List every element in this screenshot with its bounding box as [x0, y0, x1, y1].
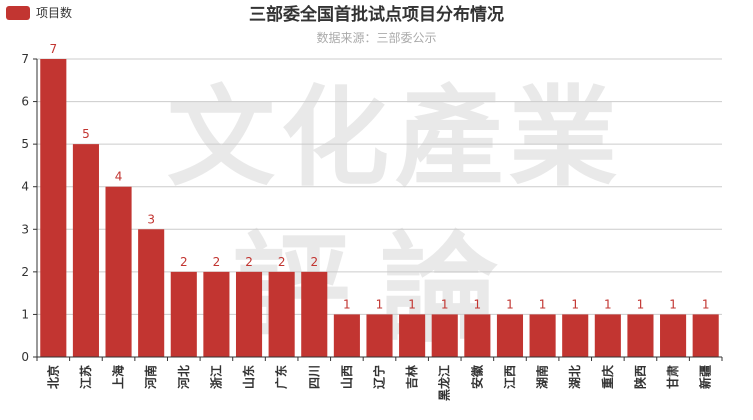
- legend[interactable]: 项目数: [6, 4, 72, 21]
- x-tick-label: 江苏: [78, 365, 93, 389]
- data-label: 2: [180, 255, 188, 269]
- x-tick-label: 河北: [176, 365, 191, 390]
- bar[interactable]: [301, 271, 328, 357]
- x-tick-label: 新疆: [698, 365, 713, 389]
- x-tick-label: 甘肃: [665, 365, 680, 389]
- bar[interactable]: [562, 314, 589, 357]
- x-tick-label: 辽宁: [372, 365, 387, 389]
- y-tick-label: 4: [21, 180, 29, 194]
- bar[interactable]: [105, 186, 132, 357]
- x-tick-label: 吉林: [404, 365, 419, 389]
- bar[interactable]: [40, 59, 67, 357]
- data-label: 1: [408, 297, 416, 311]
- y-tick-label: 2: [21, 265, 29, 279]
- x-tick-label: 浙江: [208, 365, 223, 389]
- data-label: 1: [604, 297, 612, 311]
- data-label: 2: [213, 255, 221, 269]
- bar[interactable]: [431, 314, 458, 357]
- chart-title: 三部委全国首批试点项目分布情况: [249, 5, 504, 25]
- data-label: 2: [245, 255, 253, 269]
- bar[interactable]: [660, 314, 687, 357]
- data-label: 4: [115, 170, 123, 184]
- x-tick-label: 山东: [241, 365, 256, 389]
- x-tick-label: 上海: [111, 365, 126, 389]
- data-label: 2: [310, 255, 318, 269]
- bar[interactable]: [692, 314, 719, 357]
- x-tick-label: 湖南: [535, 365, 550, 389]
- bar[interactable]: [529, 314, 556, 357]
- y-tick-label: 7: [21, 52, 29, 66]
- bar[interactable]: [464, 314, 491, 357]
- data-label: 1: [669, 297, 677, 311]
- y-tick-label: 1: [21, 307, 29, 321]
- data-label: 2: [278, 255, 286, 269]
- bar[interactable]: [366, 314, 393, 357]
- x-tick-label: 安徽: [469, 364, 484, 389]
- legend-label: 项目数: [36, 6, 73, 20]
- bar[interactable]: [170, 271, 197, 357]
- bar[interactable]: [72, 144, 99, 357]
- data-label: 3: [147, 212, 155, 226]
- legend-swatch: [6, 5, 30, 20]
- x-tick-label: 陕西: [632, 365, 647, 389]
- bar[interactable]: [333, 314, 360, 357]
- data-labels: 7 5 4 3 2 2 2 2 2 1 1 1 1 1 1 1 1 1 1 1 1: [49, 42, 709, 311]
- data-label: 7: [49, 42, 57, 56]
- data-label: 1: [343, 297, 351, 311]
- x-tick-label: 山西: [339, 365, 354, 389]
- data-label: 1: [702, 297, 710, 311]
- bar[interactable]: [496, 314, 524, 357]
- bar[interactable]: [203, 271, 230, 357]
- y-tick-label: 6: [21, 95, 29, 109]
- x-tick-label: 江西: [502, 365, 517, 389]
- y-tick-label: 5: [21, 137, 29, 151]
- bar[interactable]: [138, 229, 165, 357]
- x-tick-label: 重庆: [600, 365, 615, 389]
- bars: [40, 59, 719, 357]
- x-tick-label: 四川: [307, 365, 321, 389]
- data-label: 1: [571, 297, 579, 311]
- x-tick-label: 北京: [45, 365, 60, 389]
- data-label: 5: [82, 127, 90, 141]
- bar[interactable]: [627, 314, 654, 357]
- data-label: 1: [506, 297, 514, 311]
- x-tick-label: 广东: [274, 365, 289, 389]
- x-tick-label: 河南: [143, 365, 158, 390]
- chart-subtitle: 数据来源：三部委公示: [316, 31, 437, 45]
- data-label: 1: [441, 297, 449, 311]
- bar[interactable]: [399, 314, 426, 357]
- x-tick-label: 湖北: [567, 365, 582, 389]
- title-block: 三部委全国首批试点项目分布情况 数据来源：三部委公示: [0, 3, 753, 49]
- data-label: 1: [474, 297, 482, 311]
- data-label: 1: [539, 297, 547, 311]
- y-tick-label: 3: [21, 222, 29, 236]
- bar[interactable]: [235, 271, 263, 357]
- bar[interactable]: [268, 271, 295, 357]
- data-label: 1: [376, 297, 384, 311]
- data-label: 1: [637, 297, 645, 311]
- x-tick-label: 黑龙江: [437, 365, 452, 401]
- bar[interactable]: [594, 314, 621, 357]
- axes: 01234567北京 江苏 上海 河南 河北 浙江 山东 广东 四川 山西 辽宁 吉林 黑龙江 安徽 江西湖…: [21, 52, 723, 401]
- y-tick-label: 0: [21, 350, 29, 364]
